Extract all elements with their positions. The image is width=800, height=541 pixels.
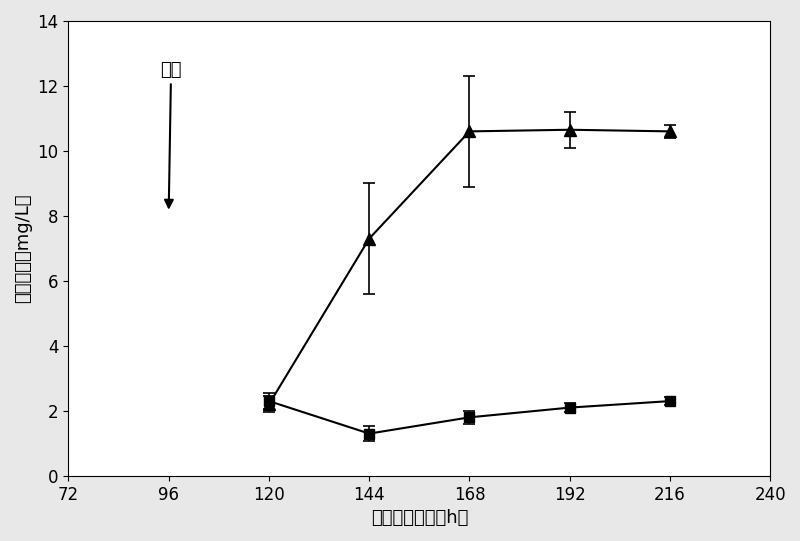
Text: 加酸: 加酸	[160, 61, 182, 208]
X-axis label: 发酵培养时间（h）: 发酵培养时间（h）	[370, 509, 468, 527]
Y-axis label: 蛋白含量（mg/L）: 蛋白含量（mg/L）	[14, 194, 32, 303]
